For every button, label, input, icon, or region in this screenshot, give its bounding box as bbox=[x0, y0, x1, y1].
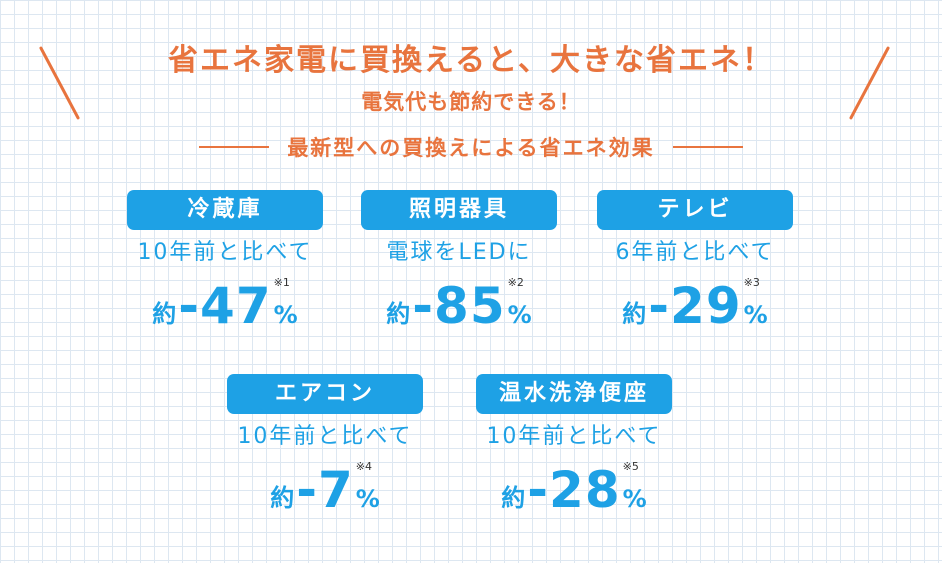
approx-label: 約 bbox=[501, 484, 526, 512]
card-result: 約 -29 ※3 % bbox=[597, 274, 793, 332]
card-comparison: 10年前と比べて bbox=[237, 424, 413, 449]
card-comparison: 10年前と比べて bbox=[486, 424, 662, 449]
section-rule-left bbox=[199, 146, 270, 148]
approx-label: 約 bbox=[622, 300, 647, 328]
unit-group: ※2 % bbox=[507, 276, 532, 329]
footnote-marker: ※3 bbox=[743, 276, 760, 289]
footnote-marker: ※5 bbox=[622, 460, 639, 473]
card-comparison: 電球をLEDに bbox=[386, 240, 532, 265]
card-label: 冷蔵庫 bbox=[127, 190, 323, 230]
headline: 省エネ家電に買換えると、大きな省エネ！ bbox=[168, 43, 774, 78]
unit-group: ※3 % bbox=[743, 276, 768, 329]
approx-label: 約 bbox=[152, 300, 177, 328]
unit-group: ※5 % bbox=[622, 460, 647, 513]
subheadline: 電気代も節約できる！ bbox=[361, 90, 581, 114]
savings-value: -47 bbox=[178, 277, 272, 335]
footnote-marker: ※4 bbox=[355, 460, 372, 473]
card-label: 温水洗浄便座 bbox=[476, 374, 672, 414]
section-header: 最新型への買換えによる省エネ効果 bbox=[0, 131, 942, 163]
card-result: 約 -47 ※1 % bbox=[127, 274, 323, 332]
footnote-marker: ※1 bbox=[273, 276, 290, 289]
card-label: テレビ bbox=[597, 190, 793, 230]
approx-label: 約 bbox=[386, 300, 411, 328]
card-lighting: 照明器具 電球をLEDに 約 -85 ※2 % bbox=[361, 190, 557, 332]
card-label: エアコン bbox=[227, 374, 423, 414]
card-refrigerator: 冷蔵庫 10年前と比べて 約 -47 ※1 % bbox=[127, 190, 323, 332]
percent-unit: % bbox=[355, 485, 380, 513]
unit-group: ※1 % bbox=[273, 276, 298, 329]
percent-unit: % bbox=[507, 301, 532, 329]
savings-value: -28 bbox=[527, 461, 621, 519]
percent-unit: % bbox=[743, 301, 768, 329]
card-result: 約 -7 ※4 % bbox=[227, 458, 423, 516]
savings-value: -7 bbox=[296, 461, 354, 519]
savings-value: -85 bbox=[412, 277, 506, 335]
savings-value: -29 bbox=[648, 277, 742, 335]
card-comparison: 6年前と比べて bbox=[615, 240, 775, 265]
approx-label: 約 bbox=[270, 484, 295, 512]
footnote-marker: ※2 bbox=[507, 276, 524, 289]
card-comparison: 10年前と比べて bbox=[137, 240, 313, 265]
percent-unit: % bbox=[273, 301, 298, 329]
unit-group: ※4 % bbox=[355, 460, 380, 513]
section-rule-right bbox=[672, 146, 743, 148]
card-label: 照明器具 bbox=[361, 190, 557, 230]
card-result: 約 -85 ※2 % bbox=[361, 274, 557, 332]
card-tv: テレビ 6年前と比べて 約 -29 ※3 % bbox=[597, 190, 793, 332]
card-air-conditioner: エアコン 10年前と比べて 約 -7 ※4 % bbox=[227, 374, 423, 516]
percent-unit: % bbox=[622, 485, 647, 513]
card-toilet-seat: 温水洗浄便座 10年前と比べて 約 -28 ※5 % bbox=[476, 374, 672, 516]
section-title: 最新型への買換えによる省エネ効果 bbox=[287, 136, 655, 160]
card-result: 約 -28 ※5 % bbox=[476, 458, 672, 516]
